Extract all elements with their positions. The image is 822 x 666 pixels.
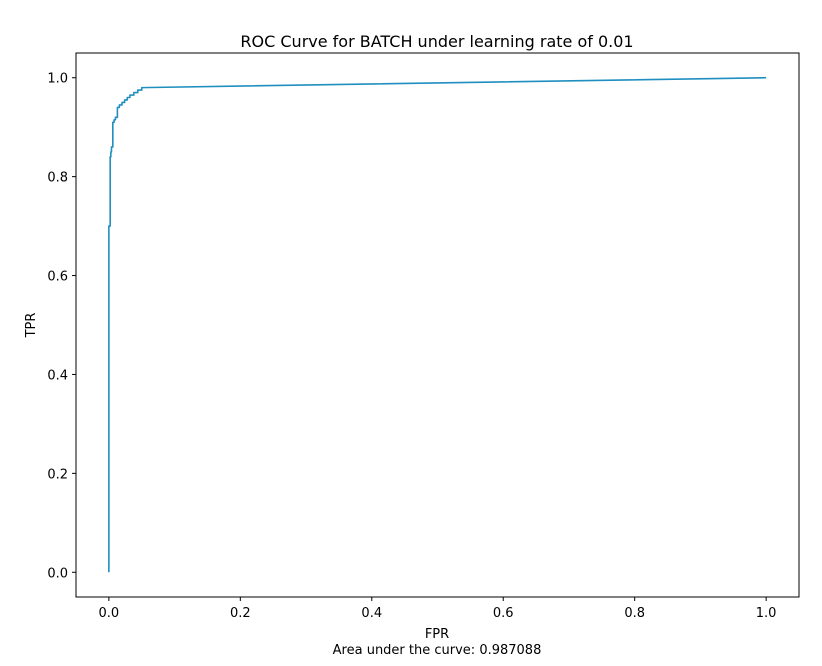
- x-tick-label: 0.4: [361, 606, 382, 621]
- x-tick-label: 0.0: [99, 606, 120, 621]
- y-tick-label: 0.8: [47, 171, 68, 186]
- y-tick-label: 0.0: [47, 566, 68, 581]
- plot-background: [76, 53, 799, 597]
- x-axis-ticks: 0.0 0.2 0.4 0.6 0.8 1.0: [99, 597, 777, 621]
- series-layer: [108, 76, 767, 573]
- x-tick-label: 0.8: [624, 606, 645, 621]
- y-tick-label: 0.2: [47, 467, 68, 482]
- x-axis-title: FPR: [425, 627, 449, 642]
- plot-frame: [75, 52, 800, 598]
- x-tick-label: 0.2: [230, 606, 251, 621]
- y-axis-ticks: 0.0 0.2 0.4 0.6 0.8 1.0: [47, 72, 76, 581]
- y-axis-title: TPR: [24, 313, 39, 339]
- y-tick-label: 0.4: [47, 368, 68, 383]
- chart-title: ROC Curve for BATCH under learning rate …: [240, 32, 633, 51]
- x-tick-label: 0.6: [493, 606, 514, 621]
- auc-caption: Area under the curve: 0.987088: [333, 643, 542, 658]
- y-tick-label: 1.0: [47, 72, 68, 87]
- plot-area: [76, 53, 799, 597]
- x-tick-label: 1.0: [756, 606, 777, 621]
- roc-curve-line: [108, 76, 767, 573]
- y-tick-label: 0.6: [47, 270, 68, 285]
